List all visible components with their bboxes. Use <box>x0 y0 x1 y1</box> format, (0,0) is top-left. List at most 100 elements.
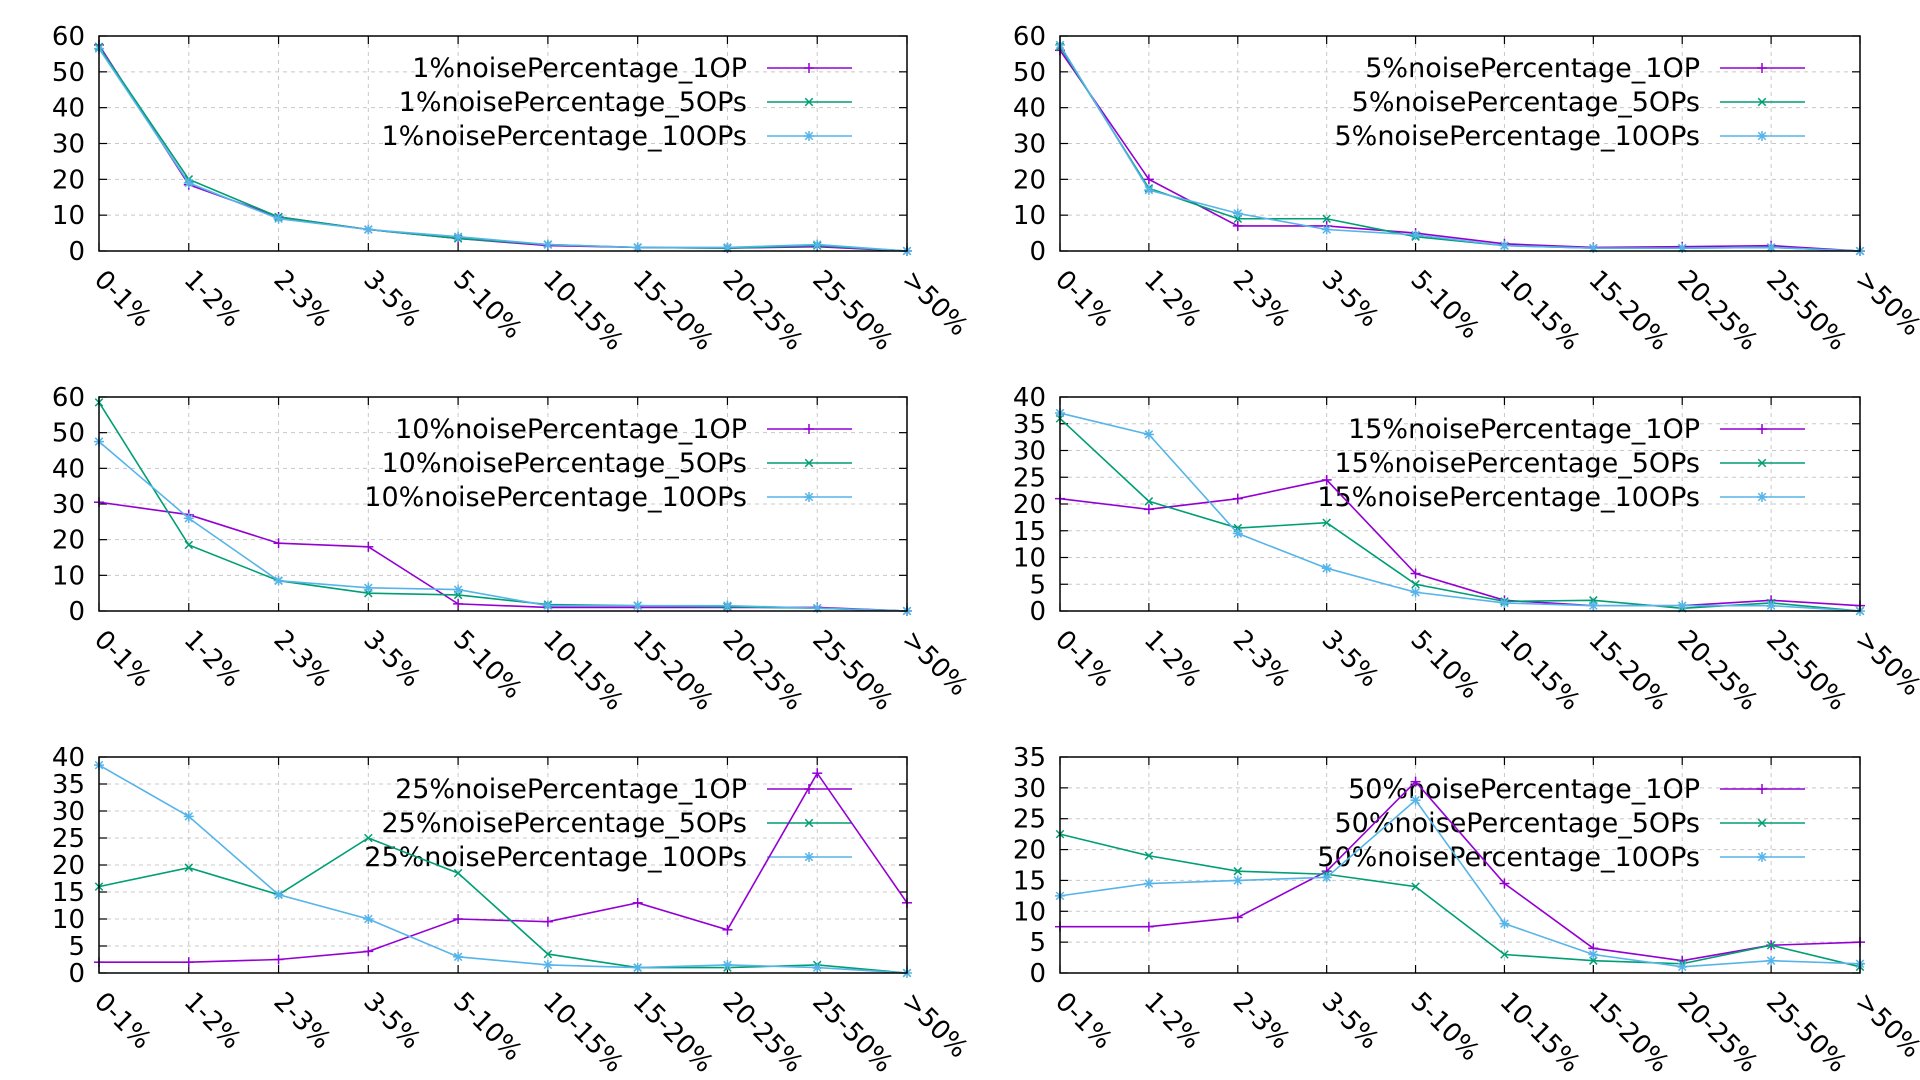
data-point <box>1766 955 1777 966</box>
data-point <box>542 959 553 970</box>
data-point <box>363 224 374 235</box>
y-tick-label: 60 <box>52 22 85 52</box>
y-tick-label: 5 <box>1029 928 1046 958</box>
data-point <box>1677 600 1688 611</box>
x-tick-label: 25-50% <box>806 265 898 357</box>
y-tick-label: 25 <box>1013 463 1046 493</box>
data-point <box>542 239 553 250</box>
y-tick-label: 50 <box>1013 58 1046 88</box>
x-tick-label: 0-1% <box>88 265 157 334</box>
data-point <box>453 914 464 924</box>
data-point <box>1321 563 1332 574</box>
legend-label: 50%noisePercentage_1OP <box>1348 774 1700 805</box>
x-tick-label: 0-1% <box>1049 265 1118 334</box>
data-point <box>183 957 194 968</box>
data-point <box>542 916 553 927</box>
y-tick-label: 35 <box>1013 743 1046 773</box>
legend-marker <box>1757 852 1767 862</box>
x-tick-label: 5-10% <box>1405 265 1485 345</box>
data-point <box>543 949 553 959</box>
plot-frame <box>98 35 908 252</box>
y-tick-label: 20 <box>1013 165 1046 195</box>
x-tick-label: 1-2% <box>178 987 247 1056</box>
legend-label: 10%noisePercentage_1OP <box>395 414 747 445</box>
x-tick-label: >50% <box>1849 265 1920 342</box>
legend-label: 15%noisePercentage_5OPs <box>1334 448 1700 479</box>
x-tick-label: 3-5% <box>357 625 426 694</box>
x-tick-label: 10-15% <box>537 987 629 1079</box>
y-tick-label: 5 <box>1029 570 1046 600</box>
data-point <box>1766 600 1777 611</box>
data-point <box>453 584 464 595</box>
data-point <box>453 231 464 242</box>
data-point <box>453 868 463 878</box>
data-point <box>273 889 284 900</box>
chart-panel-1: 0 10 20 30 40 50 60 0-1% 1-2% 2-3% 3-5% 5-10% 10-15%… <box>52 22 974 357</box>
x-tick-label: 1-2% <box>178 625 247 694</box>
data-point <box>1144 851 1154 861</box>
x-tick-label: 3-5% <box>357 265 426 334</box>
data-point <box>184 540 194 550</box>
data-point <box>1589 956 1598 965</box>
chart-panel-2: 0 10 20 30 40 50 60 0-1% 1-2% 2-3% 3-5% 5-10% 10-15%… <box>1013 22 1920 357</box>
legend-marker <box>1757 818 1767 828</box>
x-tick-label: 20-25% <box>1671 987 1763 1079</box>
legend-label: 25%noisePercentage_5OPs <box>381 808 747 839</box>
data-point <box>632 897 643 908</box>
x-tick-label: >50% <box>1849 987 1920 1064</box>
series-line-1 <box>1059 479 1861 607</box>
y-tick-label: 40 <box>1013 94 1046 124</box>
x-tick-label: 10-15% <box>1493 987 1585 1079</box>
data-point <box>1144 497 1154 506</box>
series-line-3 <box>1059 44 1861 252</box>
y-tick-label: 20 <box>52 851 85 881</box>
x-tick-label: 15-20% <box>627 625 719 717</box>
x-tick-label: 15-20% <box>1582 625 1674 717</box>
x-tick-label: 5-10% <box>447 625 527 705</box>
data-point <box>1411 882 1420 891</box>
y-tick-label: 10 <box>1013 201 1046 231</box>
y-tick-label: 35 <box>52 770 85 800</box>
x-tick-label: 25-50% <box>806 987 898 1079</box>
data-point <box>273 954 284 965</box>
x-tick-label: 25-50% <box>1760 987 1852 1079</box>
y-tick-label: 40 <box>1013 383 1046 413</box>
legend-label: 5%noisePercentage_1OP <box>1365 53 1700 84</box>
legend-marker <box>1757 784 1767 794</box>
y-tick-label: 60 <box>52 383 85 413</box>
data-point <box>542 600 553 611</box>
series-line-2 <box>98 46 908 252</box>
series-line-3 <box>98 440 908 612</box>
x-tick-label: 20-25% <box>716 625 808 717</box>
x-tick-label: 25-50% <box>1760 265 1852 357</box>
plot-frame <box>98 396 908 612</box>
y-tick-label: 30 <box>1013 130 1046 160</box>
x-tick-label: 5-10% <box>447 987 527 1067</box>
data-point <box>632 962 643 973</box>
data-point <box>1143 921 1154 932</box>
data-point <box>363 582 374 593</box>
plot-frame <box>1059 35 1861 252</box>
y-tick-label: 0 <box>68 597 85 627</box>
data-point <box>1321 872 1332 883</box>
y-tick-label: 15 <box>52 878 85 908</box>
y-tick-label: 40 <box>52 94 85 124</box>
y-tick-label: 10 <box>52 561 85 591</box>
x-tick-label: 25-50% <box>1760 625 1852 717</box>
y-tick-label: 60 <box>1013 22 1046 52</box>
y-tick-label: 40 <box>52 454 85 484</box>
data-point <box>363 914 374 924</box>
legend-label: 25%noisePercentage_1OP <box>395 774 747 805</box>
legend-label: 10%noisePercentage_10OPs <box>364 482 747 513</box>
y-tick-label: 30 <box>1013 774 1046 804</box>
legend-marker <box>1757 492 1767 502</box>
data-point <box>1232 493 1243 504</box>
y-tick-label: 20 <box>52 165 85 195</box>
x-tick-label: 20-25% <box>1671 265 1763 357</box>
legend-marker <box>804 458 814 468</box>
x-tick-label: 2-3% <box>1227 625 1296 694</box>
data-point <box>1766 242 1777 253</box>
x-tick-label: 3-5% <box>1316 987 1385 1056</box>
